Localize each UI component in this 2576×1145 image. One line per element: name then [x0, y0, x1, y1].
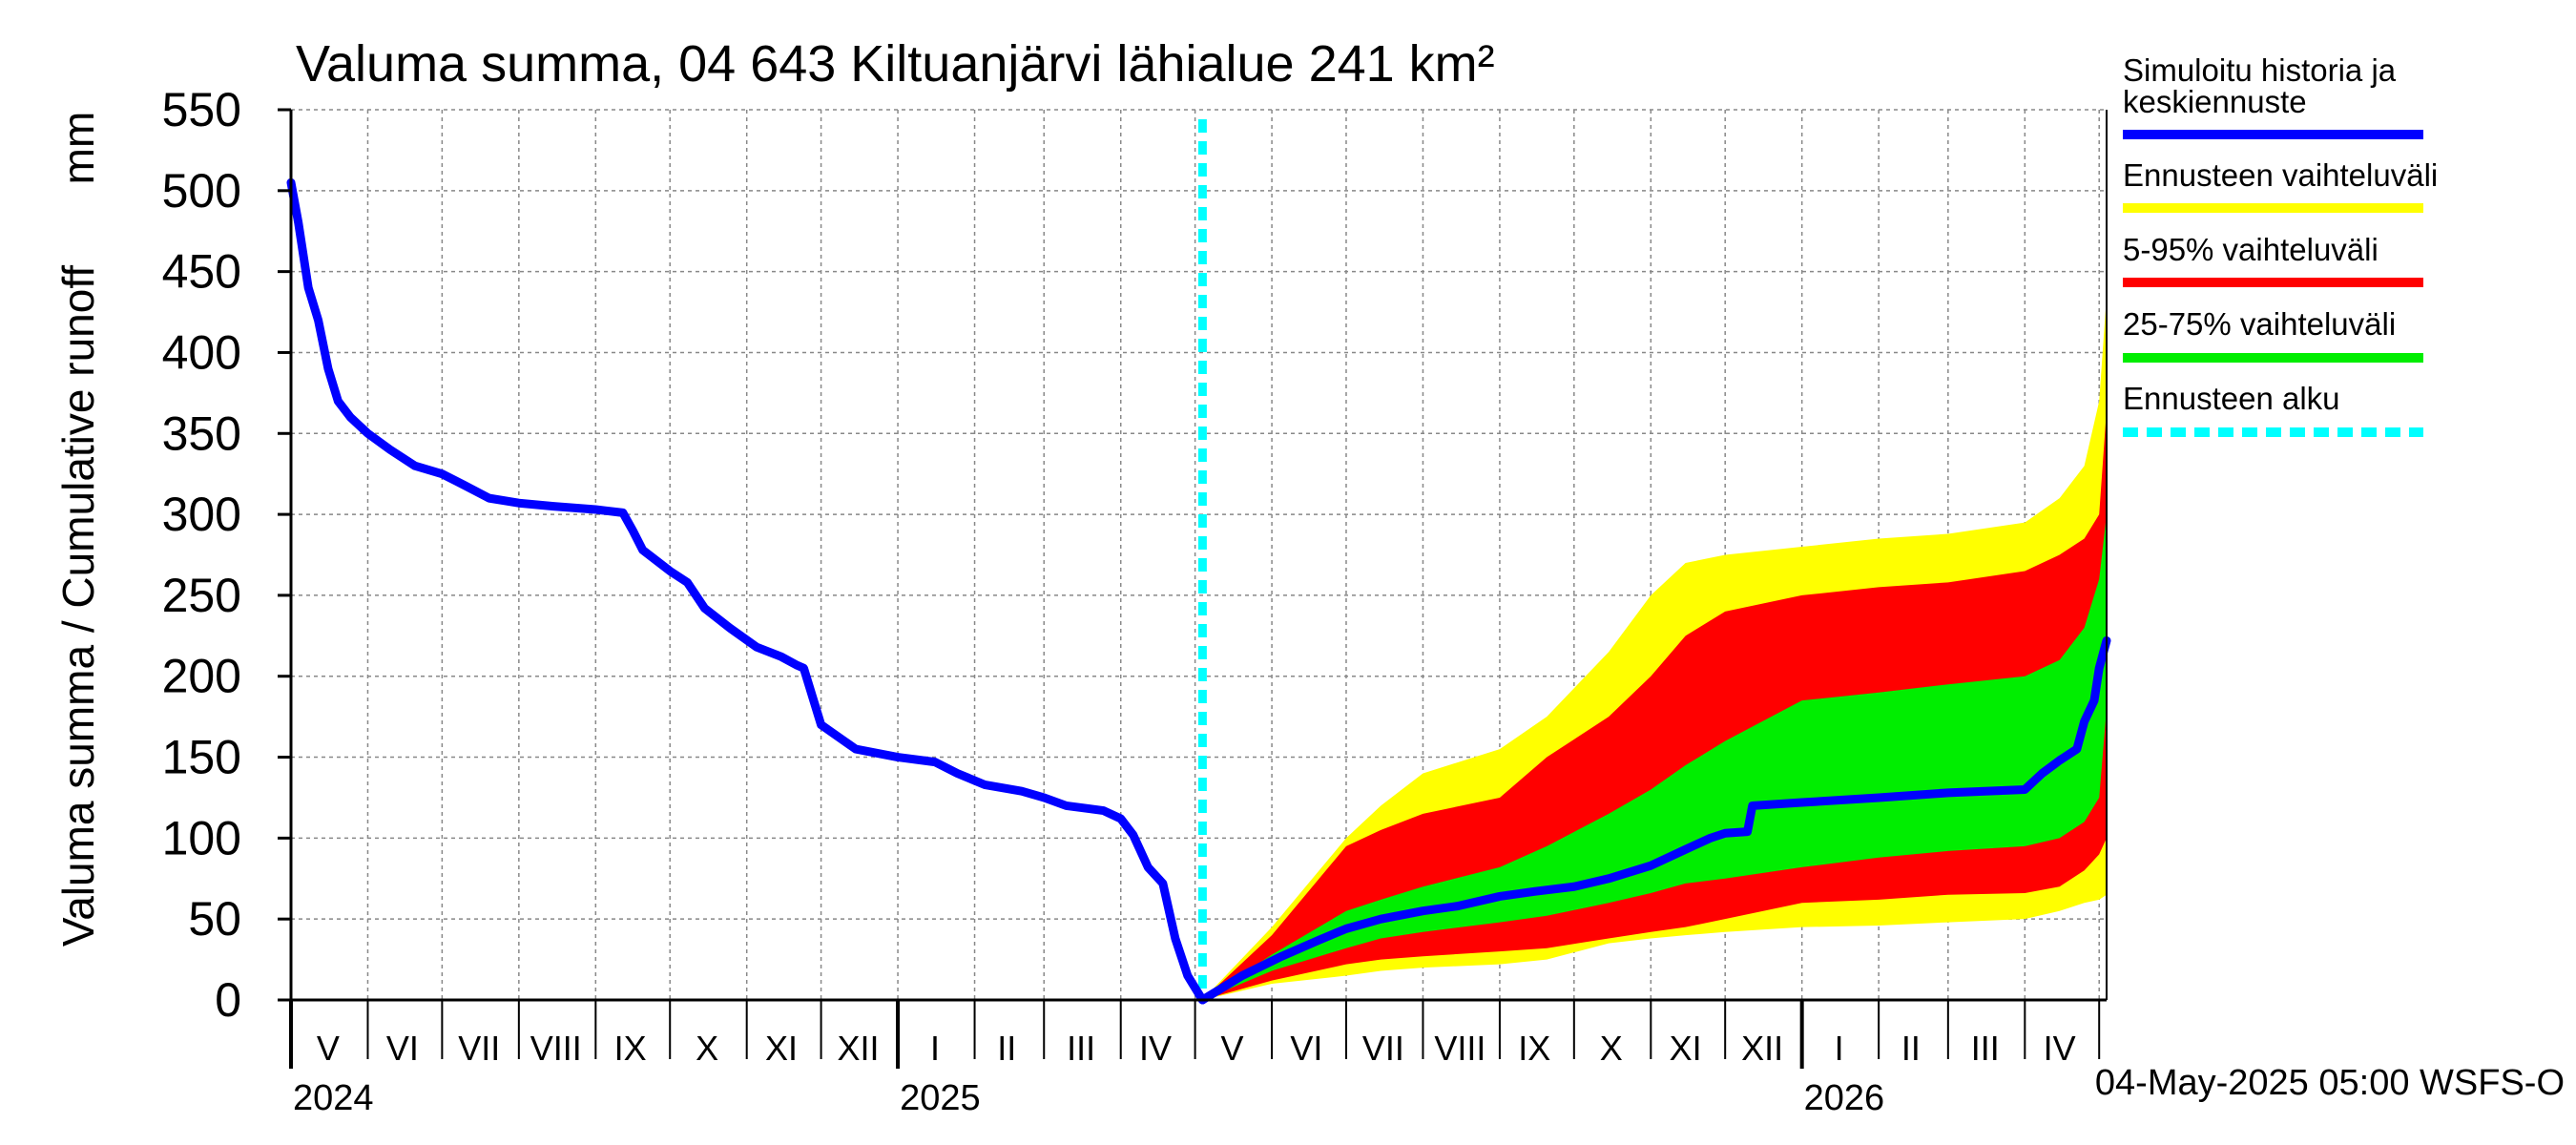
- month-label: XII: [1741, 1029, 1783, 1068]
- month-label: V: [317, 1029, 340, 1068]
- year-label: 2025: [900, 1078, 981, 1118]
- month-label: III: [1971, 1029, 2000, 1068]
- y-tick-label: 150: [162, 731, 241, 784]
- month-label: IX: [1518, 1029, 1550, 1068]
- month-label: VII: [1362, 1029, 1404, 1068]
- month-label: VI: [386, 1029, 419, 1068]
- month-label: VIII: [1434, 1029, 1485, 1068]
- month-label: VII: [458, 1029, 500, 1068]
- y-tick-label: 350: [162, 406, 241, 460]
- legend-label: Ennusteen alku: [2123, 381, 2340, 416]
- month-label: I: [1835, 1029, 1844, 1068]
- legend-label: 25-75% vaihteluväli: [2123, 306, 2396, 342]
- month-label: II: [997, 1029, 1016, 1068]
- y-tick-label: 400: [162, 325, 241, 379]
- series-lines: [286, 119, 2111, 1005]
- legend-label: Ennusteen vaihteluväli: [2123, 157, 2438, 193]
- legend-label: Simuloitu historia ja keskiennuste: [2123, 52, 2397, 119]
- month-label: IV: [1139, 1029, 1172, 1068]
- forecast-mean-line: [1197, 635, 2111, 1005]
- month-label: IX: [614, 1029, 647, 1068]
- month-label: VI: [1290, 1029, 1322, 1068]
- legend-label: 5-95% vaihteluväli: [2123, 232, 2379, 267]
- y-tick-label: 0: [215, 973, 241, 1027]
- history-line: [286, 177, 1207, 1005]
- chart-title: Valuma summa, 04 643 Kiltuanjärvi lähial…: [296, 35, 1495, 93]
- month-label: VIII: [530, 1029, 582, 1068]
- legend: Simuloitu historia ja keskiennuste Ennuste…: [2123, 52, 2438, 437]
- y-tick-label: 250: [162, 569, 241, 622]
- y-tick-label: 50: [188, 892, 241, 946]
- month-label: IV: [2044, 1029, 2076, 1068]
- y-axis-label: Valuma summa / Cumulative runoff: [53, 265, 103, 947]
- month-label: X: [696, 1029, 718, 1068]
- month-label: XI: [765, 1029, 798, 1068]
- year-label: 2026: [1804, 1078, 1885, 1118]
- y-tick-label: 500: [162, 164, 241, 218]
- y-tick-label: 300: [162, 488, 241, 541]
- y-tick-label: 200: [162, 650, 241, 703]
- month-label: II: [1901, 1029, 1921, 1068]
- y-tick-label: 100: [162, 811, 241, 864]
- month-label: III: [1067, 1029, 1095, 1068]
- y-axis-unit: mm: [53, 112, 103, 185]
- year-label: 2024: [293, 1078, 374, 1118]
- month-label: XI: [1670, 1029, 1702, 1068]
- footer-timestamp: 04-May-2025 05:00 WSFS-O: [2095, 1063, 2565, 1103]
- axes: 0 50 100 150 200 250 300 350 400 450 500 550 2024 202…: [162, 83, 2108, 1118]
- month-label: XII: [838, 1029, 880, 1068]
- month-label: X: [1600, 1029, 1623, 1068]
- month-label: I: [930, 1029, 940, 1068]
- y-tick-label: 550: [162, 83, 241, 136]
- month-label: V: [1221, 1029, 1244, 1068]
- y-tick-label: 450: [162, 245, 241, 299]
